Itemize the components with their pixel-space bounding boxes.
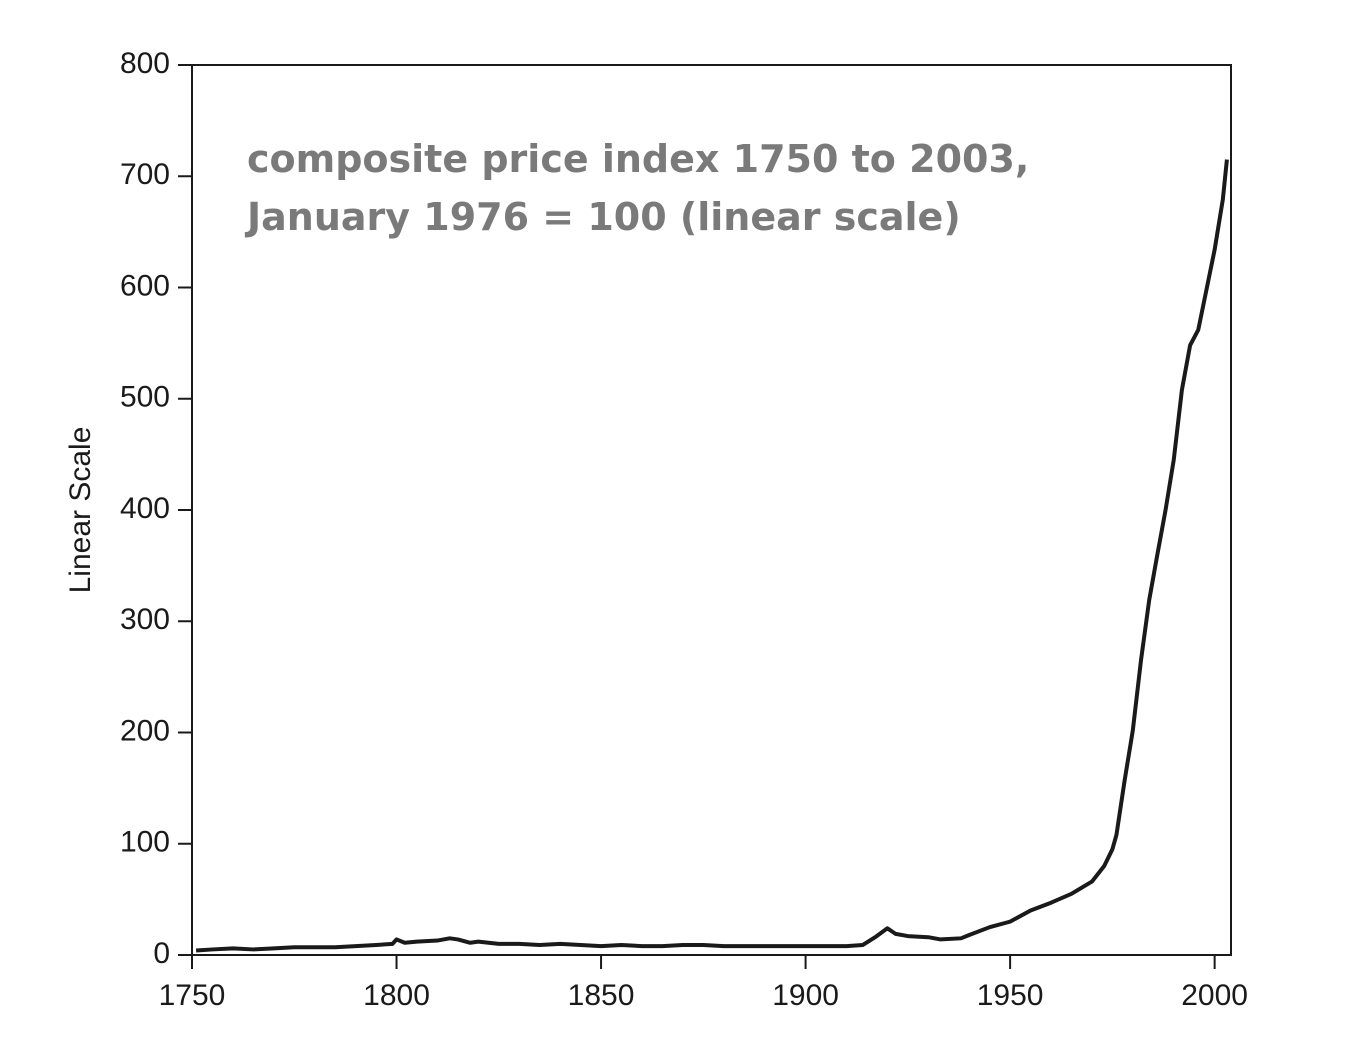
y-tick-label: 300: [120, 603, 170, 636]
y-tick-label: 0: [153, 937, 170, 970]
x-tick-label: 1800: [363, 979, 430, 1012]
x-tick-label: 1950: [977, 979, 1044, 1012]
x-tick-label: 2000: [1181, 979, 1248, 1012]
y-tick-label: 400: [120, 492, 170, 525]
y-tick-label: 500: [120, 381, 170, 414]
x-tick-label: 1900: [772, 979, 839, 1012]
y-axis-label: Linear Scale: [64, 427, 97, 594]
line: [195, 159, 1229, 953]
x-tick-label: 1750: [159, 979, 226, 1012]
x-tick-label: 1850: [568, 979, 635, 1012]
y-tick-label: 700: [120, 158, 170, 191]
annotation: January 1976 = 100 (linear scale): [244, 195, 961, 239]
y-tick-label: 800: [120, 47, 170, 80]
y-tick-label: 200: [120, 714, 170, 747]
annotation: composite price index 1750 to 2003,: [247, 137, 1029, 181]
y-tick-label: 100: [120, 826, 170, 859]
y-tick-label: 600: [120, 269, 170, 302]
